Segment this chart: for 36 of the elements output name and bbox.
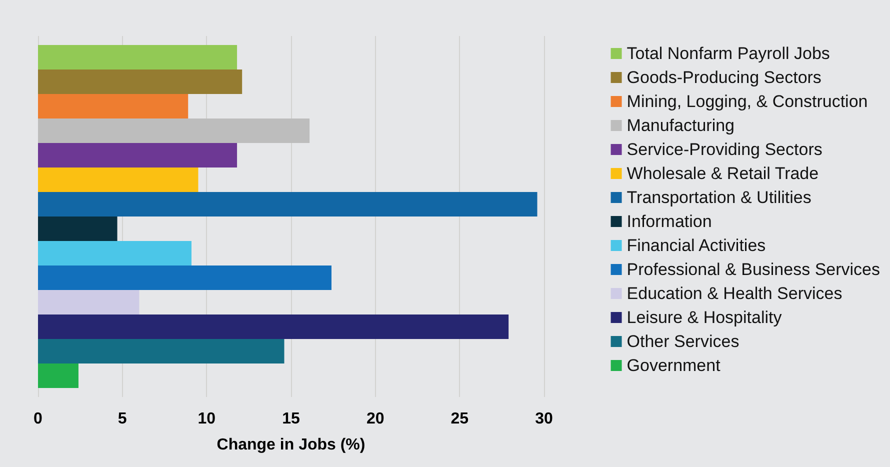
x-axis-title: Change in Jobs (%) [216,436,366,454]
legend-label: Wholesale & Retail Trade [626,164,819,183]
legend-label: Education & Health Services [626,284,842,303]
x-tick-label: 0 [34,410,43,428]
legend-label: Professional & Business Services [626,260,880,279]
legend-label: Transportation & Utilities [626,188,812,207]
legend-label: Leisure & Hospitality [626,308,782,327]
x-tick-label: 10 [198,410,216,428]
bar [38,168,198,192]
bar [38,70,242,94]
x-tick-label: 25 [450,410,469,428]
bar [38,290,140,314]
legend-label: Manufacturing [626,116,735,135]
legend-label: Goods-Producing Sectors [626,68,822,87]
x-tick-label: 15 [282,410,300,428]
bar [38,338,284,364]
legend-label: Mining, Logging, & Construction [626,92,868,111]
legend-label: Service-Providing Sectors [626,140,822,159]
bar [38,192,538,216]
x-tick-label: 20 [366,410,384,428]
legend-label: Other Services [626,332,740,351]
legend-label: Government [626,356,721,375]
x-tick-label: 30 [535,410,553,428]
bar [38,143,238,168]
bar [38,94,188,119]
legend-label: Total Nonfarm Payroll Jobs [626,44,830,63]
legend-label: Information [626,212,712,231]
bar [38,314,509,339]
bar [38,45,238,70]
bar [38,265,332,290]
x-tick-label: 5 [118,410,127,428]
bar [38,240,192,266]
bar [38,118,310,144]
bar [38,363,78,388]
legend-label: Financial Activities [626,236,766,255]
bar [38,216,118,241]
